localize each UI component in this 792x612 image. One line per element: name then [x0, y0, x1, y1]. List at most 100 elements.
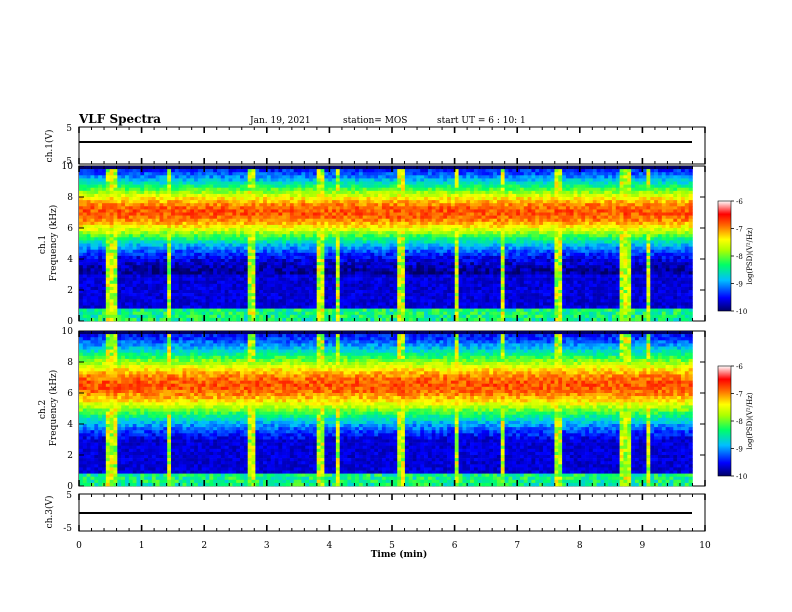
spectrogram-cell	[140, 249, 145, 254]
spectrogram-cell	[259, 206, 264, 210]
spectrogram-cell	[389, 172, 394, 176]
spectrogram-cell	[347, 268, 352, 272]
spectrogram-cell	[385, 218, 390, 223]
spectrogram-cell	[424, 252, 429, 257]
spectrogram-cell	[98, 268, 103, 272]
spectrogram-cell	[289, 259, 295, 263]
spectrogram-cell	[378, 197, 383, 201]
spectrogram-cell	[401, 302, 406, 306]
spectrogram-cell	[378, 169, 383, 173]
spectrogram-cell	[397, 197, 402, 201]
spectrogram-cell	[132, 296, 137, 300]
spectrogram-cell	[140, 169, 145, 173]
spectrogram-cell	[190, 302, 195, 306]
spectrogram-cell	[328, 240, 333, 244]
spectrogram-cell	[186, 277, 191, 281]
spectrogram-cell	[151, 206, 156, 210]
spectrogram-cell	[443, 314, 448, 319]
spectrogram-cell	[144, 252, 149, 257]
spectrogram-cell	[381, 314, 387, 319]
spectrogram-cell	[424, 175, 429, 179]
spectrogram-cell	[128, 286, 133, 291]
spectrogram-cell	[121, 243, 126, 247]
spectrogram-cell	[205, 193, 210, 198]
spectrogram-cell	[90, 274, 95, 278]
spectrogram-cell	[435, 317, 440, 322]
spectrogram-cell	[125, 317, 130, 322]
spectrogram-cell	[401, 237, 406, 241]
spectrogram-cell	[255, 252, 260, 257]
spectrogram-cell	[347, 283, 352, 288]
spectrogram-cell	[171, 240, 176, 244]
spectrogram-cell	[79, 212, 84, 216]
spectrogram-cell	[205, 203, 210, 207]
spectrogram-cell	[151, 271, 156, 275]
spectrogram-cell	[274, 200, 279, 204]
spectrogram-cell	[381, 274, 387, 278]
spectrogram-cell	[228, 218, 233, 223]
spectrogram-cell	[136, 215, 141, 219]
spectrogram-cell	[197, 228, 202, 232]
spectrogram-cell	[228, 231, 233, 235]
spectrogram-cell	[339, 209, 344, 213]
spectrogram-cell	[443, 290, 448, 294]
spectrogram-cell	[201, 172, 206, 176]
spectrogram-cell	[328, 178, 333, 182]
spectrogram-cell	[163, 172, 168, 176]
spectrogram-cell	[293, 203, 298, 207]
spectrogram-cell	[190, 190, 195, 195]
spectrogram-cell	[109, 212, 114, 216]
spectrogram-cell	[309, 197, 314, 201]
spectrogram-cell	[90, 314, 95, 319]
spectrogram-cell	[113, 286, 118, 291]
spectrogram-cell	[286, 286, 291, 291]
spectrogram-cell	[420, 218, 425, 223]
spectrogram-cell	[90, 299, 95, 303]
spectrogram-cell	[393, 283, 398, 288]
spectrogram-cell	[132, 169, 137, 173]
spectrogram-cell	[435, 181, 440, 185]
spectrogram-cell	[301, 286, 306, 291]
spectrogram-cell	[435, 246, 440, 250]
spectrogram-cell	[98, 224, 103, 229]
spectrogram-cell	[312, 249, 318, 254]
spectrogram-cell	[301, 302, 306, 306]
spectrogram-cell	[82, 280, 87, 285]
spectrogram-cell	[117, 221, 122, 226]
spectrogram-cell	[224, 209, 229, 213]
spectrogram-cell	[401, 181, 406, 185]
spectrogram-cell	[424, 178, 429, 182]
spectrogram-cell	[270, 200, 275, 204]
spectrogram-cell	[205, 178, 210, 182]
spectrogram-cell	[435, 190, 440, 195]
spectrogram-cell	[347, 243, 352, 247]
spectrogram-cell	[117, 200, 122, 204]
spectrogram-cell	[424, 280, 429, 285]
spectrogram-cell	[447, 277, 452, 281]
spectrogram-cell	[301, 317, 306, 322]
spectrogram-cell	[431, 243, 436, 247]
spectrogram-cell	[117, 172, 122, 176]
spectrogram-cell	[105, 178, 110, 182]
spectrogram-cell	[316, 246, 321, 250]
spectrogram-cell	[224, 231, 229, 235]
spectrogram-cell	[255, 212, 260, 216]
spectrogram-cell	[401, 246, 406, 250]
spectrogram-cell	[259, 302, 264, 306]
spectrogram-cell	[251, 296, 256, 300]
spectrogram-cell	[427, 255, 433, 260]
spectrogram-cell	[435, 206, 440, 210]
spectrogram-cell	[217, 206, 222, 210]
spectrogram-cell	[397, 240, 402, 244]
spectrogram-cell	[397, 296, 402, 300]
spectrogram-cell	[144, 190, 149, 195]
spectrogram-cell	[381, 299, 387, 303]
spectrogram-cell	[171, 206, 176, 210]
spectrogram-cell	[404, 215, 410, 219]
spectrogram-cell	[309, 293, 314, 297]
spectrogram-cell	[408, 262, 413, 266]
spectrogram-cell	[439, 228, 444, 232]
spectrogram-cell	[397, 249, 402, 254]
spectrogram-cell	[381, 283, 387, 288]
spectrogram-cell	[251, 218, 256, 223]
